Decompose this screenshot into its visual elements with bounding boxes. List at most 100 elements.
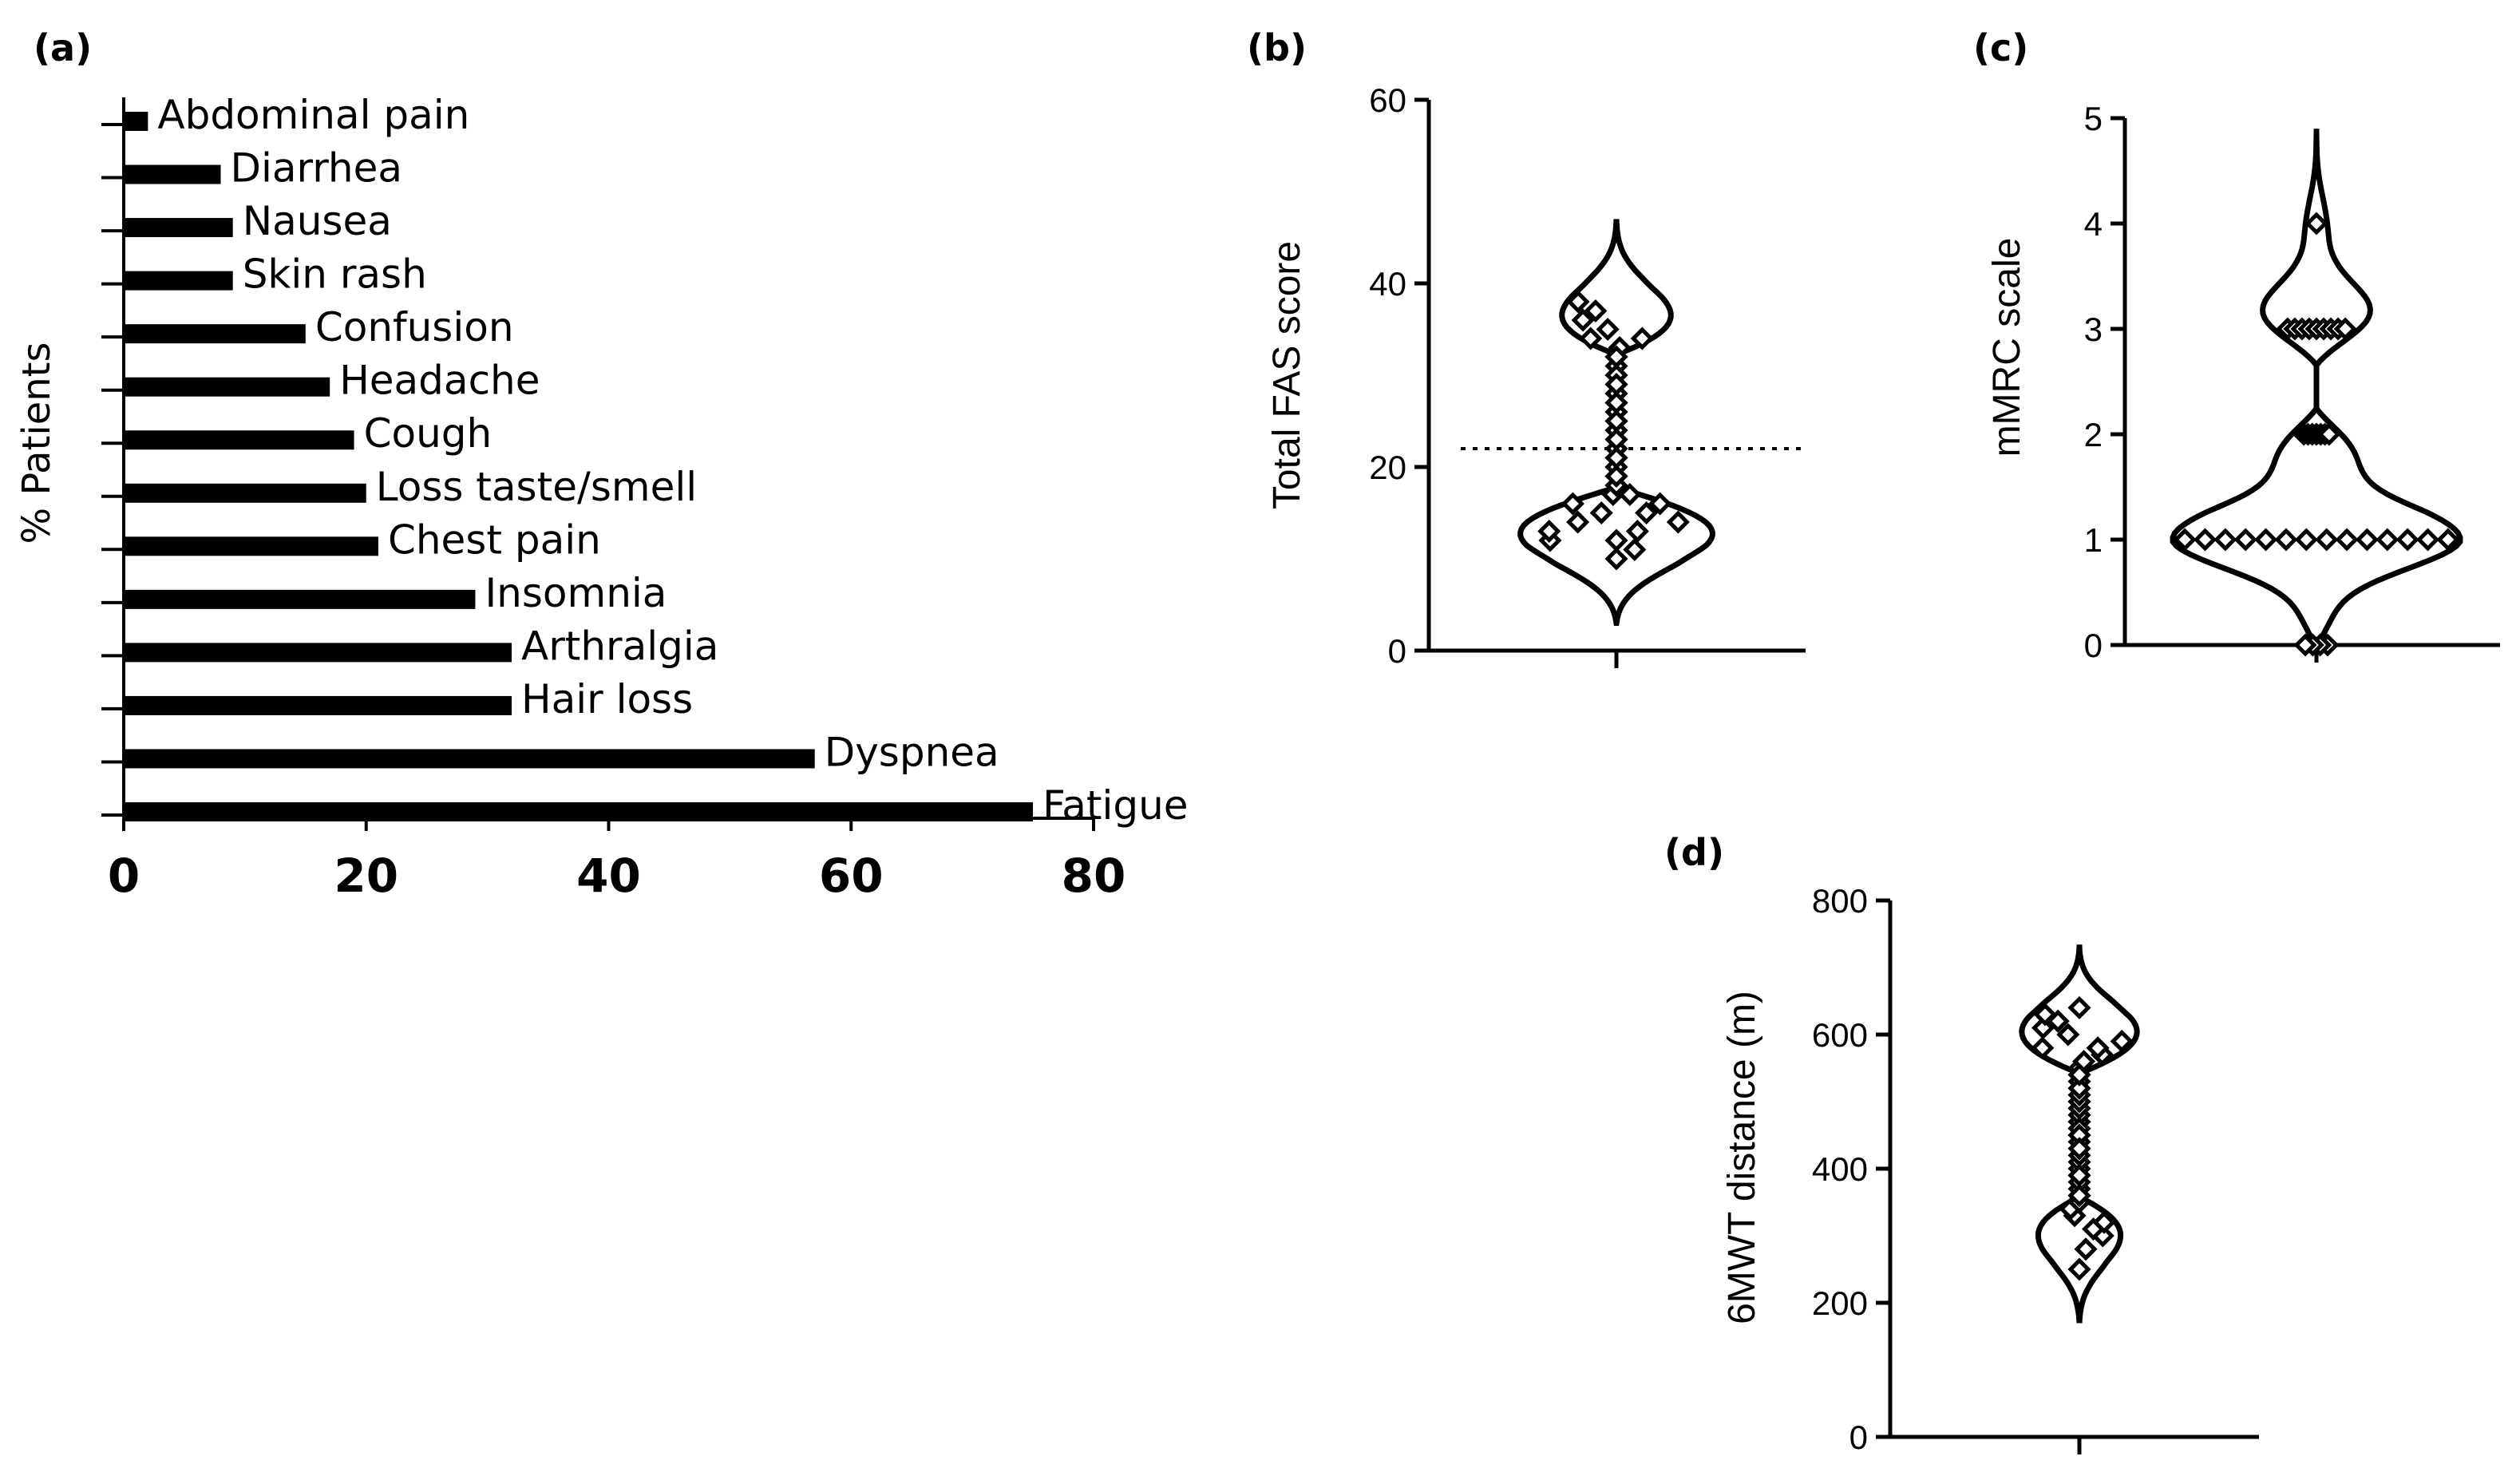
data-point xyxy=(1584,299,1608,323)
data-point xyxy=(2067,1137,2091,1161)
data-point xyxy=(2056,1023,2080,1047)
category-label: Hair loss xyxy=(521,676,693,722)
data-point xyxy=(2074,1237,2098,1261)
data-point xyxy=(2293,633,2317,657)
data-point xyxy=(2317,422,2341,446)
x-tick-label: 0 xyxy=(108,849,140,903)
bar xyxy=(124,430,354,450)
category-label: Abdominal pain xyxy=(157,92,469,138)
data-point xyxy=(1604,409,1628,433)
data-point xyxy=(2333,317,2357,341)
data-point xyxy=(2086,1036,2110,1060)
data-point xyxy=(2173,528,2197,552)
category-label: Cough xyxy=(364,410,493,457)
data-point xyxy=(2067,1063,2091,1086)
bar xyxy=(124,271,233,291)
y-axis-title: 6MWT distance (m) xyxy=(1721,991,1763,1324)
y-axis-title: mMRC scale xyxy=(1986,238,2028,457)
category-label: Diarrhea xyxy=(231,145,402,192)
data-point xyxy=(2294,528,2318,552)
y-tick-label: 400 xyxy=(1812,1150,1868,1188)
data-point xyxy=(2067,1163,2091,1187)
bar xyxy=(124,377,330,397)
data-point xyxy=(2233,528,2257,552)
bar xyxy=(124,112,148,131)
data-point xyxy=(1604,345,1628,369)
bar xyxy=(124,749,815,769)
y-tick-label: 5 xyxy=(2084,100,2103,137)
data-point xyxy=(2274,528,2298,552)
y-tick-label: 40 xyxy=(1369,265,1406,303)
panel-d-label: (d) xyxy=(1664,831,1724,874)
data-point xyxy=(1589,501,1613,525)
data-point xyxy=(2376,528,2399,552)
y-tick-label: 800 xyxy=(1812,882,1868,920)
data-point xyxy=(2315,528,2339,552)
data-point xyxy=(1566,290,1590,314)
data-point xyxy=(2304,212,2328,235)
data-point xyxy=(1604,390,1628,415)
data-point xyxy=(1604,464,1628,489)
data-point xyxy=(2067,1184,2091,1208)
bar xyxy=(124,483,366,503)
data-point xyxy=(2067,995,2091,1019)
data-point xyxy=(2395,528,2419,552)
data-point xyxy=(2436,528,2460,552)
data-point xyxy=(2355,528,2379,552)
panel-c-label: (c) xyxy=(1973,26,2028,69)
data-point xyxy=(2031,1036,2055,1060)
data-point xyxy=(1625,519,1649,544)
y-tick-label: 2 xyxy=(2084,416,2103,453)
category-label: Insomnia xyxy=(485,570,667,616)
data-point xyxy=(1604,427,1628,452)
x-tick-label: 40 xyxy=(576,849,641,903)
category-label: Arthralgia xyxy=(521,623,718,669)
y-tick-label: 4 xyxy=(2084,205,2103,243)
y-axis-title: % Patients xyxy=(14,342,59,544)
category-label: Dyspnea xyxy=(825,729,999,775)
x-tick-label: 20 xyxy=(334,849,398,903)
violin-chart-panel-d: 0 200 400 600 800 6MWT distance (m) xyxy=(1721,882,2259,1456)
y-axis-title: Total FAS score xyxy=(1266,241,1308,509)
data-point xyxy=(1635,501,1659,525)
data-point xyxy=(1604,445,1628,470)
category-label: Chest pain xyxy=(388,516,601,563)
bar xyxy=(124,324,306,344)
y-tick-label: 3 xyxy=(2084,311,2103,348)
category-label: Confusion xyxy=(315,304,514,350)
y-tick-label: 0 xyxy=(2084,627,2103,664)
data-point xyxy=(1630,326,1654,350)
data-point xyxy=(2254,528,2278,552)
data-point xyxy=(2110,1029,2134,1053)
x-tick-label: 60 xyxy=(819,849,884,903)
data-point xyxy=(2415,528,2440,552)
y-tick-label: 200 xyxy=(1812,1284,1868,1322)
y-tick-label: 20 xyxy=(1369,449,1406,486)
data-point xyxy=(2092,1210,2116,1234)
data-point xyxy=(1618,482,1642,507)
bar xyxy=(124,218,233,238)
data-point xyxy=(1561,492,1584,516)
data-point xyxy=(2213,528,2237,552)
data-point xyxy=(2033,1003,2057,1027)
bar xyxy=(124,589,476,609)
category-label: Fatigue xyxy=(1042,782,1189,829)
category-label: Loss taste/smell xyxy=(376,464,697,510)
x-tick-label: 80 xyxy=(1062,849,1126,903)
y-tick-label: 60 xyxy=(1369,81,1406,119)
data-point xyxy=(1666,510,1690,534)
data-point xyxy=(1571,308,1595,332)
category-label: Skin rash xyxy=(243,251,427,298)
data-point xyxy=(1604,528,1628,552)
panel-a-label: (a) xyxy=(34,26,92,69)
data-point xyxy=(2193,528,2217,552)
bar-chart-panel-a: Abdominal pain Diarrhea Nausea Skin rash Con… xyxy=(14,92,1189,903)
data-point xyxy=(2031,1016,2055,1040)
data-point xyxy=(1604,547,1628,571)
y-tick-label: 0 xyxy=(1388,632,1406,670)
data-point xyxy=(1566,510,1590,534)
data-point xyxy=(2067,1076,2091,1100)
panel-b-label: (b) xyxy=(1247,26,1307,69)
category-label: Nausea xyxy=(243,198,392,244)
